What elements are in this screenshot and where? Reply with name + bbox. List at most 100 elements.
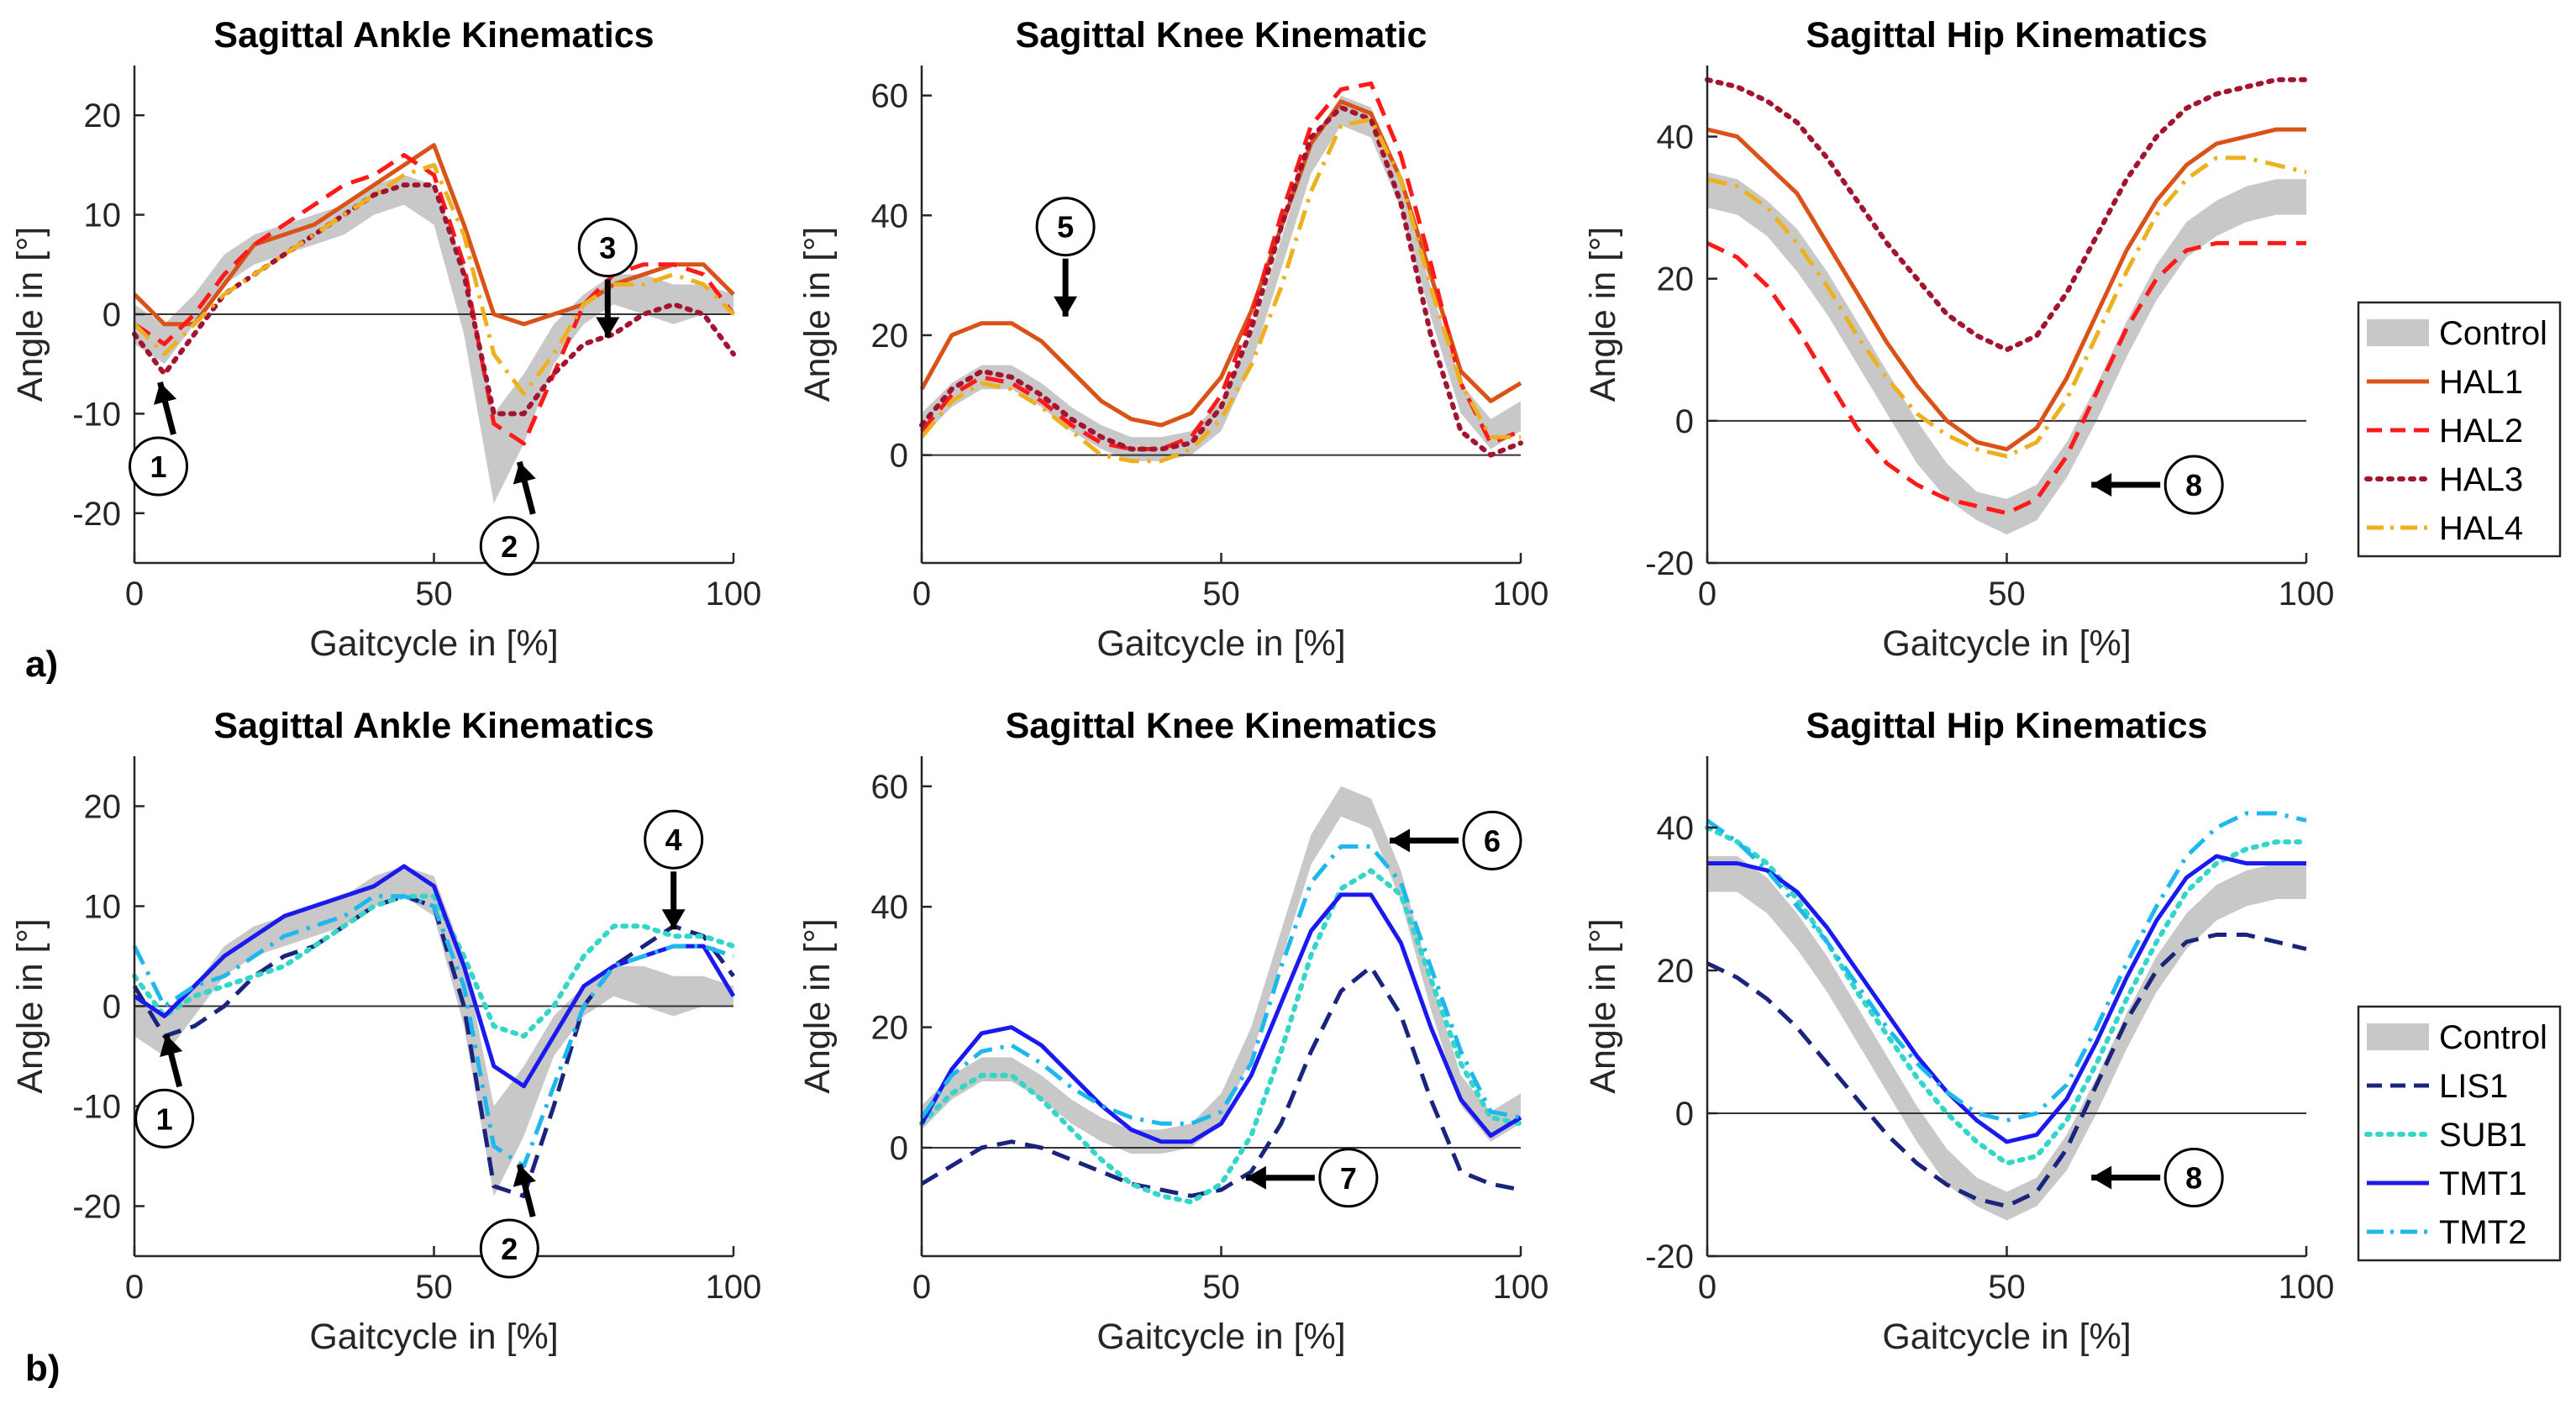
legend-entry-lis1: LIS1 [2367,1068,2508,1105]
x-tick-label: 50 [415,1269,453,1306]
legend-swatch [2367,319,2429,346]
x-tick-label: 100 [1493,576,1549,613]
y-axis-label: Angle in [°] [797,227,838,402]
x-tick-label: 0 [912,576,931,613]
x-tick-label: 100 [706,576,762,613]
chart-title: Sagittal Knee Kinematic [1016,15,1427,55]
legend-label: Control [2439,1019,2547,1056]
x-tick-label: 0 [125,576,144,613]
annotation-arrowhead [513,1165,536,1187]
annotation-number: 2 [501,529,518,564]
annotation-number: 1 [156,1102,173,1136]
annotation-7: 7 [1245,1148,1379,1208]
annotation-arrowhead [1054,296,1078,317]
panel-label-a: a) [25,644,58,685]
annotation-number: 6 [1484,823,1501,858]
y-axis-label: Angle in [°] [10,227,50,402]
chart-title: Sagittal Hip Kinematics [1806,706,2208,746]
series-line-tmt1 [919,892,1522,1144]
y-tick-label: -10 [72,396,121,433]
legend-entry-tmt1: TMT1 [2367,1165,2526,1202]
x-tick-label: 50 [415,576,453,613]
x-tick-label: 100 [1493,1269,1549,1306]
series-line-hal3 [919,104,1523,458]
x-axis-label: Gaitcycle in [%] [309,623,558,664]
annotation-circle [577,218,638,278]
panel-label-b: b) [25,1348,60,1389]
legend-b: Control LIS1 SUB1 TMT1 TMT2 [2357,1005,2562,1262]
annotation-5: 5 [1035,197,1096,317]
control-band [134,175,733,503]
series-line-tmt2 [1706,811,2307,1123]
annotation-circle [129,436,189,497]
annotation-3: 3 [577,218,638,338]
y-tick-label: 20 [871,318,909,355]
legend-entry-hal4: HAL4 [2367,510,2523,547]
x-axis-label: Gaitcycle in [%] [309,1317,558,1357]
y-tick-label: -10 [72,1089,121,1126]
annotation-arrowhead [596,317,620,338]
chart-title: Sagittal Hip Kinematics [1806,15,2208,55]
series-line-hal1 [1706,127,2306,452]
annotation-2: 2 [479,1164,539,1279]
x-tick-label: 0 [125,1269,144,1306]
legend-swatch [2367,1023,2429,1050]
y-tick-label: -20 [1645,545,1694,582]
y-axis-label: Angle in [°] [1583,918,1623,1093]
annotation-circle [479,516,539,576]
y-tick-label: 0 [103,297,121,334]
annotation-circle [1462,810,1522,870]
series-line-hal4 [920,117,1521,464]
x-tick-label: 50 [1202,1269,1240,1306]
x-tick-label: 50 [1988,576,2026,613]
x-tick-label: 0 [1698,1269,1716,1306]
y-tick-label: 60 [871,78,909,115]
annotation-arrowhead [513,461,536,485]
annotation-number: 4 [665,823,682,857]
annotation-arrowhead [2091,1165,2112,1190]
series-line-hal4 [1706,155,2307,459]
y-axis-label: Angle in [°] [1583,227,1623,402]
x-tick-label: 0 [1698,576,1716,613]
legend-label: TMT1 [2439,1165,2526,1202]
annotation-circle [2163,1148,2224,1207]
chart-b-2: Sagittal Knee Kinematics 0 50 100 0 20 40 60 Gai… [797,706,1548,1357]
annotation-number: 5 [1057,210,1074,245]
legend-entry-hal3: HAL3 [2364,461,2523,498]
y-tick-label: -20 [72,1189,121,1226]
legend-label: LIS1 [2439,1068,2508,1105]
annotation-8: 8 [2091,455,2224,515]
y-tick-label: 40 [1657,119,1695,156]
legend-label: HAL3 [2439,461,2523,498]
y-tick-label: 20 [1657,261,1695,298]
x-tick-label: 50 [1988,1269,2026,1306]
series-line-tmt2 [132,894,734,1169]
y-tick-label: 10 [84,197,122,234]
series-line-tmt2 [919,844,1522,1126]
y-tick-label: 20 [84,97,122,134]
y-tick-label: 0 [890,1130,908,1167]
legend-entry-control: Control [2367,1019,2547,1056]
annotation-circle [479,1218,539,1279]
legend-label: Control [2439,315,2547,352]
control-band [1707,856,2306,1221]
x-tick-label: 100 [2279,1269,2335,1306]
x-tick-label: 0 [912,1269,931,1306]
annotation-4: 4 [644,809,704,930]
series-line-hal2 [1706,240,2306,516]
annotation-8: 8 [2091,1148,2224,1207]
series-line-hal2 [133,153,735,446]
series-line-lis1 [1706,933,2307,1208]
x-axis-label: Gaitcycle in [%] [1096,1317,1345,1357]
series-line-lis1 [132,894,736,1199]
legend-entry-sub1: SUB1 [2364,1117,2527,1154]
y-tick-label: 40 [871,889,909,926]
x-tick-label: 50 [1202,576,1240,613]
series-line-lis1 [920,965,1522,1198]
legend-entry-hal2: HAL2 [2367,413,2523,450]
legend-label: HAL2 [2439,413,2523,450]
annotation-number: 7 [1340,1161,1357,1196]
y-tick-label: 20 [1657,953,1695,990]
